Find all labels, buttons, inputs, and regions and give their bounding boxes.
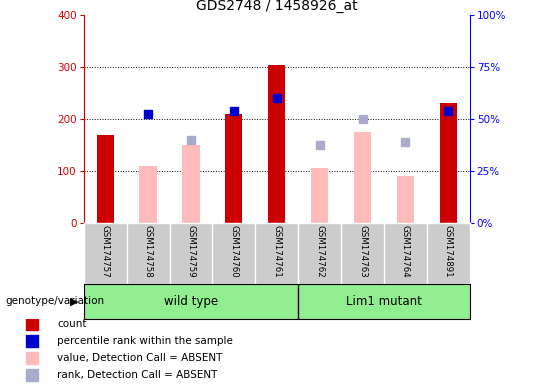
Text: count: count xyxy=(57,319,87,329)
Bar xyxy=(354,132,371,223)
Point xyxy=(187,137,195,143)
Text: wild type: wild type xyxy=(164,295,218,308)
Text: GSM174762: GSM174762 xyxy=(315,225,324,277)
Point xyxy=(27,372,36,378)
Text: GSM174757: GSM174757 xyxy=(100,225,110,277)
Bar xyxy=(183,145,200,223)
Text: ▶: ▶ xyxy=(70,296,78,306)
Text: GSM174760: GSM174760 xyxy=(230,225,238,277)
Text: GSM174758: GSM174758 xyxy=(144,225,153,277)
Bar xyxy=(397,176,414,223)
Bar xyxy=(311,168,328,223)
Bar xyxy=(225,114,242,223)
Bar xyxy=(139,166,157,223)
Text: GSM174891: GSM174891 xyxy=(444,225,453,277)
Title: GDS2748 / 1458926_at: GDS2748 / 1458926_at xyxy=(196,0,357,13)
Point xyxy=(444,108,453,114)
Point xyxy=(27,321,36,327)
Bar xyxy=(268,65,285,223)
Text: GSM174764: GSM174764 xyxy=(401,225,410,277)
Text: rank, Detection Call = ABSENT: rank, Detection Call = ABSENT xyxy=(57,370,218,380)
Bar xyxy=(440,104,457,223)
Text: GSM174759: GSM174759 xyxy=(186,225,195,277)
Text: percentile rank within the sample: percentile rank within the sample xyxy=(57,336,233,346)
Point xyxy=(315,142,324,148)
Point xyxy=(273,95,281,101)
Text: genotype/variation: genotype/variation xyxy=(5,296,105,306)
Text: value, Detection Call = ABSENT: value, Detection Call = ABSENT xyxy=(57,353,223,363)
Point xyxy=(27,338,36,344)
Text: GSM174761: GSM174761 xyxy=(272,225,281,277)
Point xyxy=(230,108,238,114)
Text: GSM174763: GSM174763 xyxy=(358,225,367,277)
Point xyxy=(144,111,152,117)
Bar xyxy=(97,135,114,223)
Text: Lim1 mutant: Lim1 mutant xyxy=(346,295,422,308)
Point xyxy=(358,116,367,122)
Point xyxy=(27,355,36,361)
Point xyxy=(401,139,410,146)
